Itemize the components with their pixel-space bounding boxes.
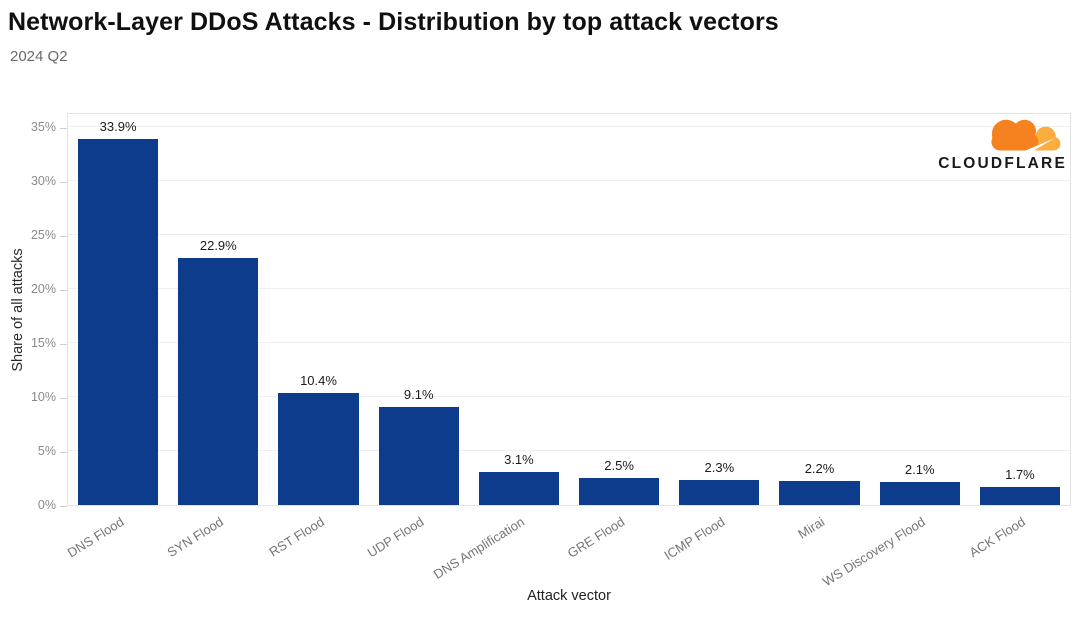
y-tick-label: 35%: [30, 120, 56, 134]
bar: [879, 482, 960, 505]
bar-value-label: 1.7%: [1005, 466, 1035, 482]
bar-group: 2.3% ICMP Flood: [661, 114, 769, 563]
y-tick-label: 5%: [37, 444, 56, 458]
chart-plot-area: 33.9% DNS Flood 22.9% SYN Flood 10.4% RST Flo…: [64, 113, 1071, 589]
bar-value-label: 22.9%: [199, 237, 237, 253]
bar-group: 33.9% DNS Flood: [64, 114, 168, 560]
cloudflare-cloud-icon: [991, 119, 1061, 151]
bar-value-label: 2.3%: [704, 460, 735, 476]
bar: [579, 478, 660, 505]
bar: [378, 406, 459, 505]
x-tick-label: ICMP Flood: [661, 514, 728, 563]
bar: [779, 481, 860, 505]
main-cloud-shape: [991, 119, 1039, 151]
bar-group: 2.5% GRE Flood: [565, 114, 669, 561]
y-axis-title: Share of all attacks: [10, 248, 26, 372]
bar-group: 2.1% WS Discovery Flood: [820, 114, 970, 589]
bar-value-label: 2.1%: [904, 462, 935, 478]
bar-value-label: 10.4%: [300, 372, 337, 388]
x-tick-label: ACK Flood: [966, 514, 1028, 561]
bar-group: 3.1% DNS Amplification: [431, 114, 569, 582]
bar-value-label: 9.1%: [403, 386, 434, 402]
y-tick-mark: [60, 506, 67, 507]
y-tick-label: 30%: [30, 174, 56, 188]
bar-group: 1.7% ACK Flood: [967, 114, 1070, 560]
y-tick-mark: [60, 128, 67, 129]
cloudflare-wordmark: CLOUDFLARE: [938, 155, 1067, 172]
bar-group: 2.2% Mirai: [769, 114, 869, 542]
y-tick-mark: [60, 182, 67, 183]
bar-value-label: 33.9%: [99, 118, 137, 134]
y-tick-mark: [60, 452, 67, 453]
gridline: [68, 180, 1070, 181]
bar: [478, 471, 559, 505]
bar-group: 10.4% RST Flood: [266, 114, 368, 560]
x-tick-label: DNS Amplification: [430, 514, 527, 582]
y-tick-mark: [60, 398, 67, 399]
y-tick-mark: [60, 236, 67, 237]
bar-value-label: 2.5%: [604, 458, 634, 473]
x-tick-label: Mirai: [795, 514, 828, 542]
x-tick-label: WS Discovery Flood: [819, 514, 928, 590]
x-tick-label: GRE Flood: [564, 514, 628, 561]
bar-group: 22.9% SYN Flood: [165, 114, 268, 560]
y-tick-label: 10%: [30, 390, 56, 404]
bar-value-label: 2.2%: [804, 461, 835, 477]
gridline: [68, 126, 1070, 127]
gridline: [68, 342, 1070, 343]
bar: [979, 486, 1060, 505]
x-tick-label: SYN Flood: [164, 514, 227, 561]
page-subtitle: 2024 Q2: [10, 48, 68, 65]
gridline: [68, 396, 1070, 397]
bar-value-label: 3.1%: [504, 451, 534, 467]
y-tick-label: 15%: [30, 336, 56, 350]
gridline: [68, 288, 1070, 289]
bar: [278, 392, 359, 505]
gridline: [68, 234, 1070, 235]
bar: [178, 257, 259, 505]
bar: [78, 138, 159, 505]
bar: [679, 480, 760, 505]
x-tick-label: RST Flood: [266, 514, 327, 560]
x-tick-label: DNS Flood: [64, 514, 127, 561]
bar-group: 9.1% UDP Flood: [365, 114, 469, 560]
y-tick-label: 20%: [30, 282, 56, 296]
y-tick-mark: [60, 290, 67, 291]
x-tick-label: UDP Flood: [365, 514, 427, 561]
x-axis-title: Attack vector: [527, 588, 611, 604]
bar-series: 33.9% DNS Flood 22.9% SYN Flood 10.4% RST Flo…: [64, 114, 1070, 589]
y-tick-label: 25%: [30, 228, 56, 242]
y-tick-mark: [60, 344, 67, 345]
page-title: Network-Layer DDoS Attacks - Distributio…: [8, 8, 779, 36]
gridline: [68, 450, 1070, 451]
y-tick-label: 0%: [37, 498, 56, 512]
cloudflare-logo: CLOUDFLARE: [907, 110, 1067, 173]
